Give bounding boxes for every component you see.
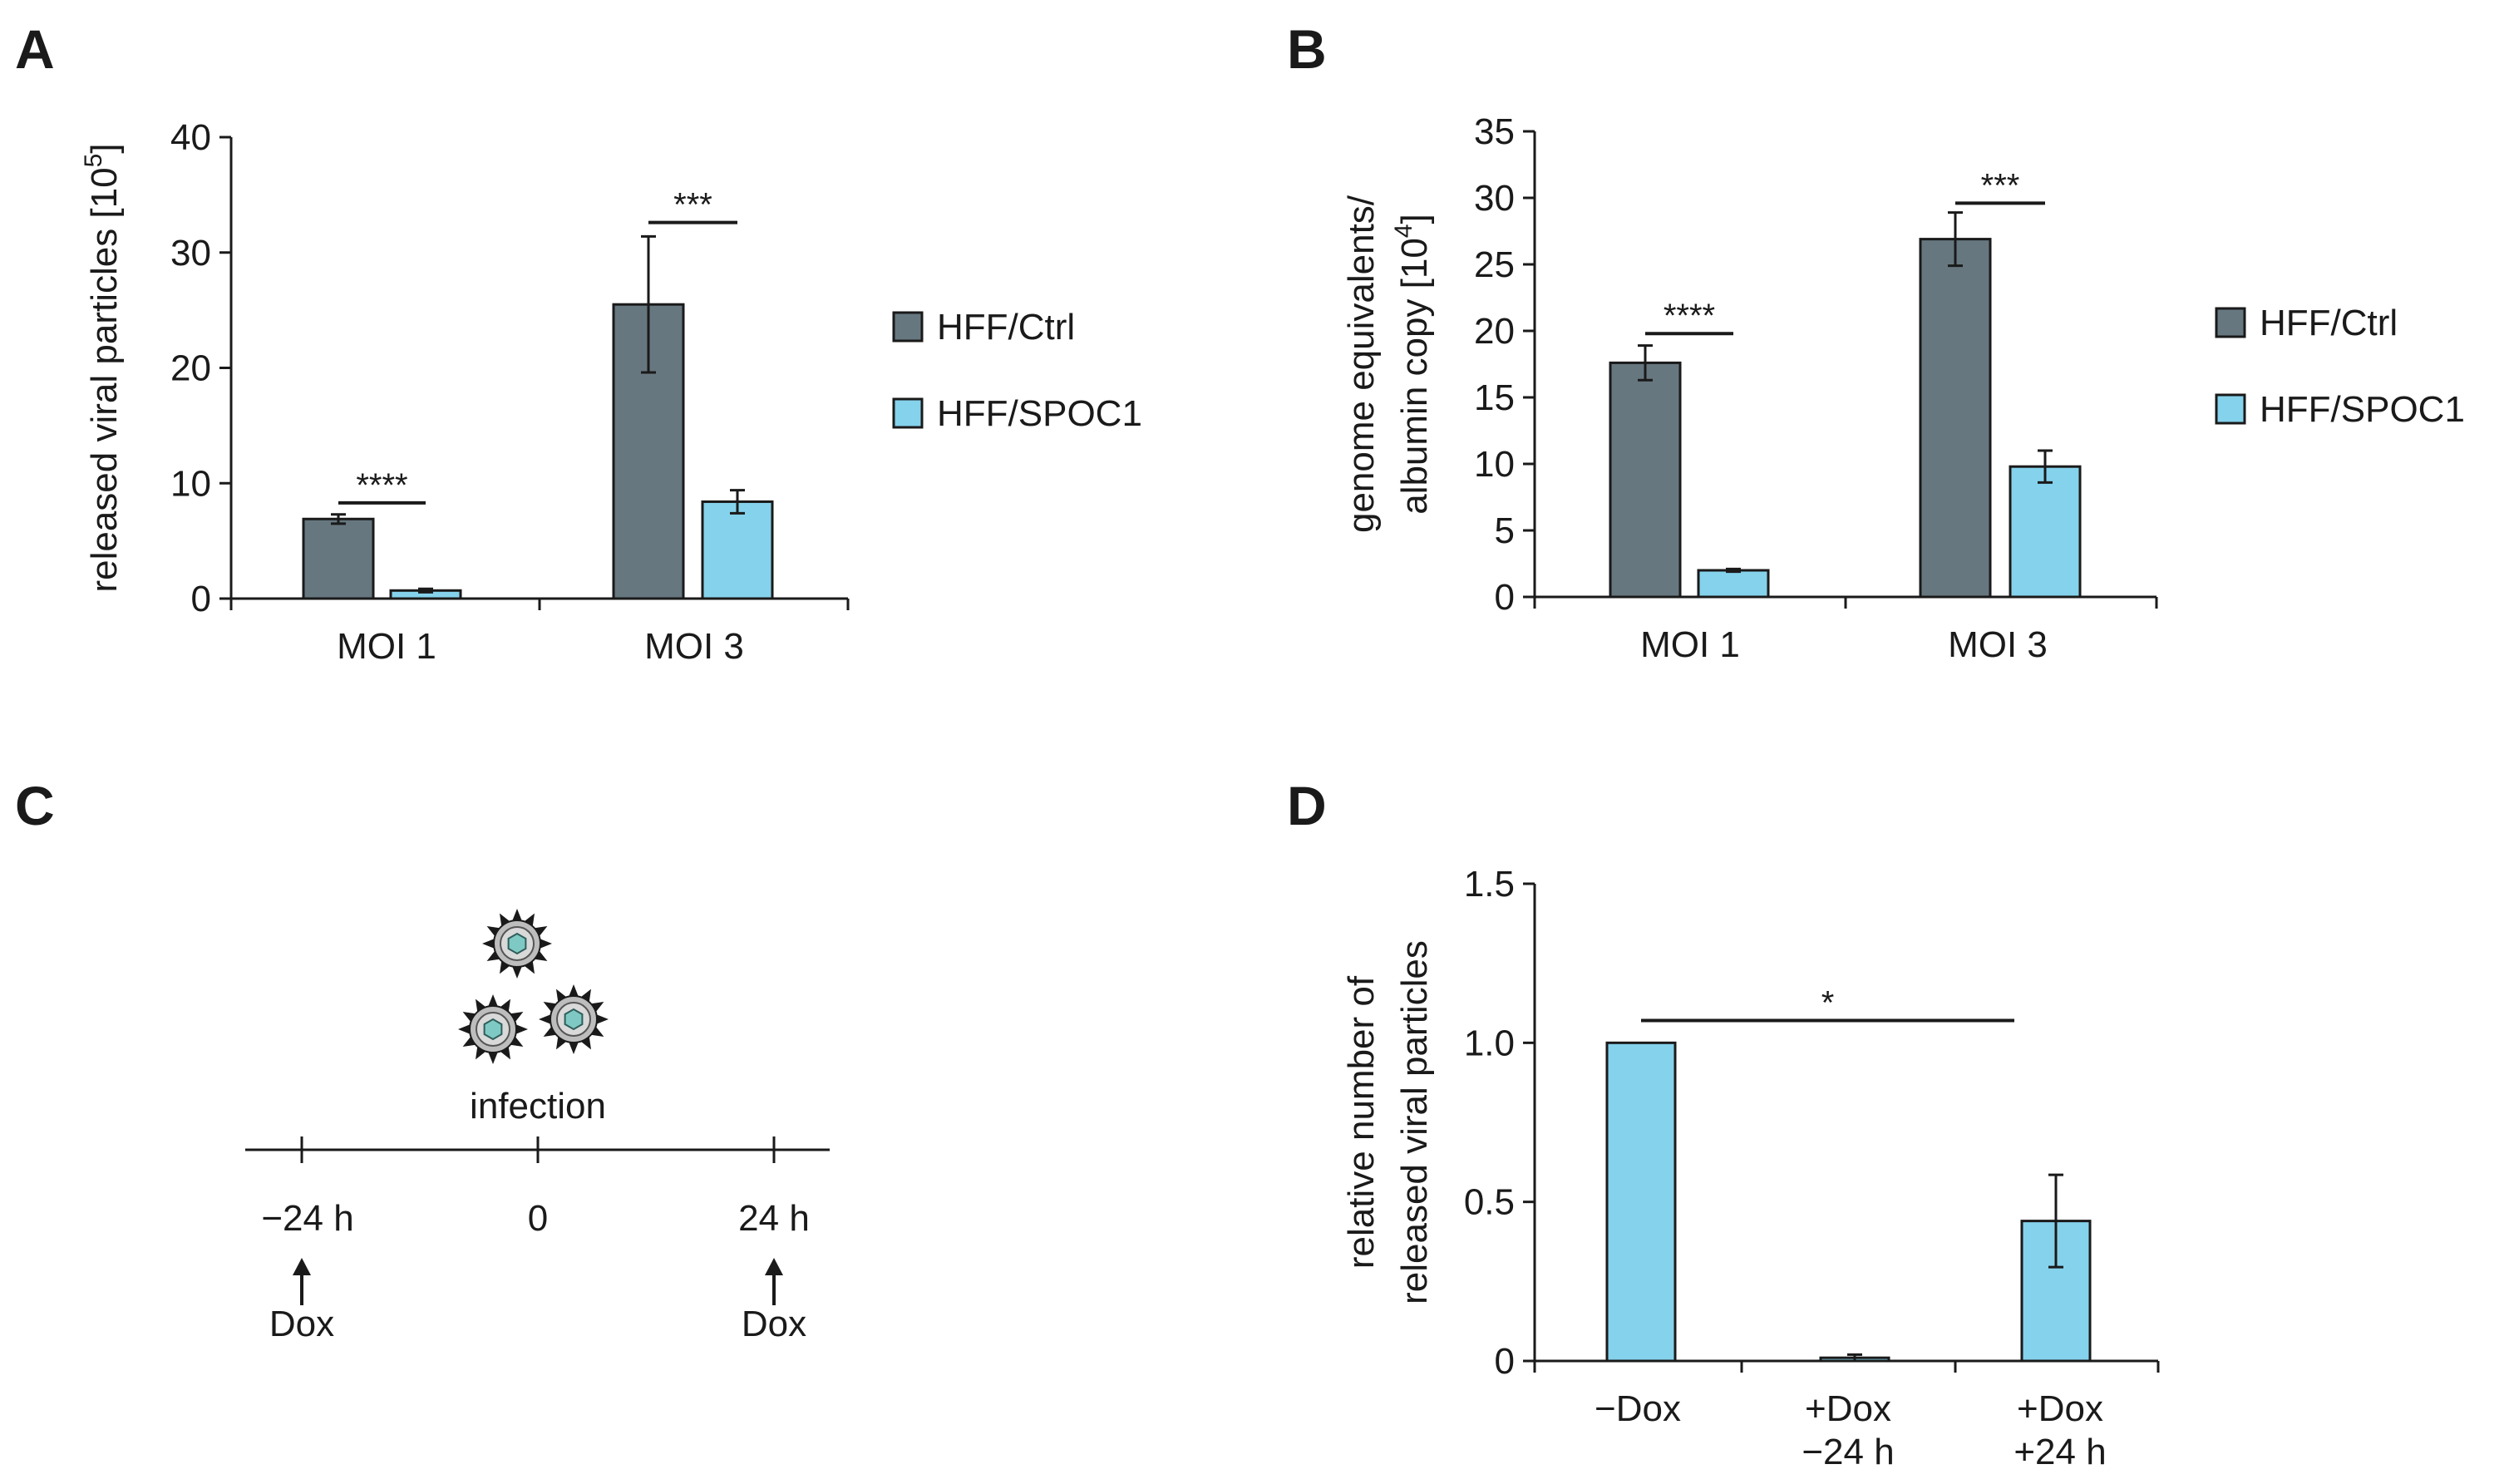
bar: [1697, 569, 1770, 599]
legend-swatch: [892, 311, 924, 343]
panel-letter-d: D: [1287, 775, 1327, 836]
timeline-label-plus24: 24 h: [738, 1198, 810, 1239]
x-tick-label: −24 h: [1802, 1432, 1894, 1472]
y-axis-title: genome equivalents/: [1341, 195, 1382, 533]
y-tick-label: 0.5: [1464, 1182, 1515, 1223]
legend-label: HFF/Ctrl: [937, 307, 1075, 348]
significance-label: ****: [1664, 298, 1715, 334]
legend-swatch: [2215, 393, 2246, 425]
dox-label-plus24: Dox: [742, 1304, 806, 1344]
y-tick-label: 1.5: [1464, 864, 1515, 905]
panel-letter-a: A: [15, 18, 55, 80]
x-tick-label: MOI 3: [1948, 624, 2048, 665]
y-axis-title-text: relative number of: [1341, 975, 1382, 1269]
x-tick-label: +Dox: [2017, 1388, 2103, 1429]
x-tick-label: MOI 3: [644, 626, 744, 667]
y-axis-title: released viral particles: [1394, 940, 1435, 1304]
y-tick-label: 0: [1495, 1341, 1515, 1382]
y-axis-title: relative number of: [1341, 975, 1382, 1269]
y-axis-title-exponent: 5: [80, 154, 107, 168]
legend-label: HFF/Ctrl: [2260, 303, 2398, 343]
x-tick-label: −Dox: [1595, 1388, 1681, 1429]
legend-swatch: [892, 397, 924, 429]
bar: [1609, 361, 1682, 599]
x-tick-label: MOI 1: [1640, 624, 1740, 665]
x-tick-label: MOI 1: [337, 626, 436, 667]
y-axis-title: released viral particles [105]: [80, 143, 125, 592]
panel-c: C infection −24 h 0 24 h Dox Dox: [15, 775, 830, 1344]
y-tick-label: 1.0: [1464, 1023, 1515, 1063]
y-tick-label: 40: [170, 117, 211, 158]
y-tick-label: 35: [1474, 111, 1515, 152]
y-tick-label: 0: [191, 579, 211, 619]
y-tick-label: 20: [1474, 311, 1515, 352]
virus-icon: [539, 984, 609, 1054]
significance-label: *: [1821, 985, 1835, 1022]
y-tick-label: 20: [170, 348, 211, 389]
y-tick-label: 25: [1474, 244, 1515, 285]
y-axis-title-exponent: 4: [1390, 224, 1417, 238]
y-axis-title-text: released viral particles: [1394, 940, 1435, 1304]
virus-group: [458, 909, 609, 1064]
bar: [2009, 465, 2082, 599]
y-tick-label: 10: [1474, 444, 1515, 485]
y-tick-label: 30: [170, 233, 211, 274]
y-tick-label: 15: [1474, 377, 1515, 418]
panel-letter-b: B: [1287, 18, 1327, 80]
virus-icon: [458, 994, 528, 1064]
infection-label: infection: [470, 1086, 606, 1127]
legend-swatch: [2215, 307, 2246, 338]
x-tick-label: +Dox: [1805, 1388, 1891, 1429]
panel-d: D 00.51.01.5−Dox +Dox−24 h+Dox+24 h*relat…: [1287, 775, 2160, 1472]
y-tick-label: 5: [1495, 510, 1515, 551]
timeline-label-minus24: −24 h: [261, 1198, 353, 1239]
bar: [1919, 238, 1992, 599]
legend-label: HFF/SPOC1: [2260, 389, 2465, 430]
y-axis-title-bracket: ]: [84, 143, 125, 153]
y-tick-label: 10: [170, 463, 211, 504]
y-axis-title: albumin copy [104]: [1390, 214, 1435, 515]
y-axis-title-text: released viral particles [10: [84, 167, 125, 592]
legend-label: HFF/SPOC1: [937, 393, 1142, 434]
virus-icon: [482, 909, 552, 979]
y-tick-label: 0: [1495, 577, 1515, 618]
x-tick-label: +24 h: [2013, 1432, 2106, 1472]
y-tick-label: 30: [1474, 178, 1515, 219]
timeline-label-zero: 0: [528, 1198, 548, 1239]
y-axis-title-text: albumin copy [10: [1394, 238, 1435, 515]
bar: [701, 500, 774, 600]
significance-label: ****: [356, 467, 407, 504]
bar: [1605, 1041, 1677, 1363]
arrow-up-icon: [765, 1258, 783, 1305]
arrow-up-icon: [293, 1258, 311, 1305]
significance-label: ***: [673, 187, 712, 224]
y-axis-title-bracket: ]: [1394, 214, 1435, 224]
dox-label-minus24: Dox: [269, 1304, 334, 1344]
bar: [302, 517, 375, 600]
bar: [612, 303, 685, 600]
significance-label: ***: [1981, 167, 2020, 204]
panel-letter-c: C: [15, 775, 55, 836]
y-axis-title-text: genome equivalents/: [1341, 195, 1382, 533]
